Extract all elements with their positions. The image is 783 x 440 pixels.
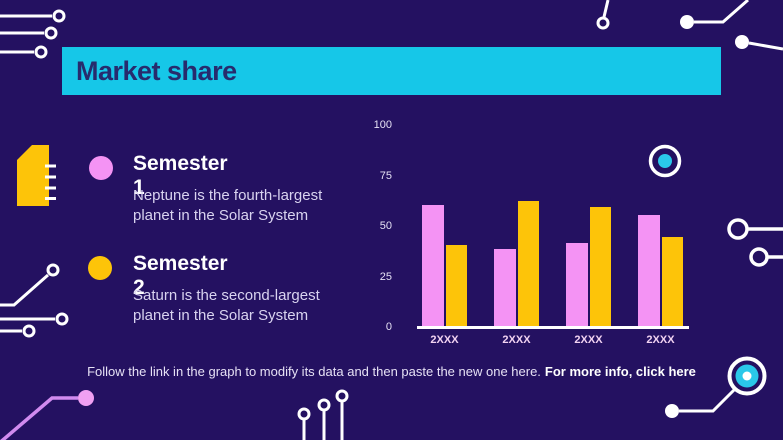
bar-semester-2-group-4 [662,237,683,326]
bar-semester-2-group-1 [446,245,467,326]
x-axis-label: 2XXX [430,334,459,346]
x-axis-label: 2XXX [502,334,531,346]
circuit-trace-top-left-icon [0,9,66,59]
circuit-trace-top-right-icon [596,0,783,51]
bar-semester-1-group-2 [494,249,516,326]
legend-label-semester-1: Semester 1 [133,152,228,199]
legend-dot-semester-1 [89,156,113,180]
legend-description-semester-1: Neptune is the fourth-largest planet in … [133,187,323,224]
y-axis-tick: 100 [373,119,392,131]
bullseye-bottom-right-icon [665,356,767,418]
title-bar: Market share [62,47,721,95]
y-axis-tick: 25 [379,270,392,283]
x-axis-label: 2XXX [574,334,603,346]
y-axis-tick: 75 [379,169,392,182]
footer-note: Follow the link in the graph to modify i… [0,363,783,380]
legend-description-semester-2: Saturn is the second-largest planet in t… [133,287,320,324]
bar-semester-2-group-2 [518,200,539,326]
legend-dot-semester-2 [88,256,112,280]
bar-semester-1-group-1 [422,204,444,326]
bar-semester-1-group-3 [566,243,588,326]
y-axis-tick: 50 [379,220,392,232]
chip-icon [17,145,56,206]
circuit-trace-bottom-left-icon [0,263,69,338]
bar-semester-1-group-4 [638,214,660,326]
x-axis-line [417,326,689,329]
circuit-trace-bottom-middle-icon [297,389,349,440]
y-axis-tick: 0 [385,321,392,333]
bar-chart[interactable]: 0 25 50 75 100 2XXX 2XXX 2XXX 2XXX [360,118,690,358]
circuit-trace-right-icon [727,218,783,267]
footer-text: Follow the link in the graph to modify i… [87,364,541,379]
x-axis-label: 2XXX [646,334,675,346]
bar-semester-2-group-3 [590,206,611,326]
footer-link[interactable]: For more info, click here [544,364,696,379]
circuit-trace-purple-icon [0,390,94,440]
target-dot-chart-icon [648,144,682,178]
legend-label-semester-2: Semester 2 [133,252,228,299]
page-title: Market share [76,55,237,86]
